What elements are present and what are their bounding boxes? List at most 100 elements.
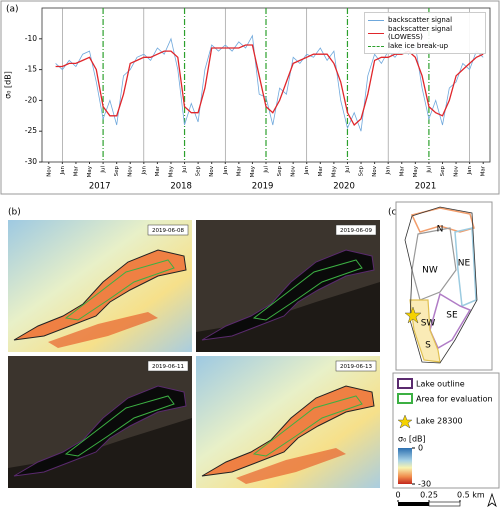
x-tick-label: Jan	[467, 165, 473, 175]
y-tick-label: -20	[25, 95, 37, 104]
panel-a-frame	[0, 0, 500, 195]
x-tick-label: Nov	[454, 165, 460, 176]
x-tick-label: Jan	[141, 165, 147, 175]
x-tick-label: Nov	[209, 165, 215, 176]
scalebar-segment	[428, 501, 461, 507]
terrain	[8, 418, 192, 488]
y-tick-label: -10	[25, 34, 37, 43]
x-tick-label: May	[168, 165, 174, 177]
legend-label: backscatter signal	[388, 16, 453, 24]
satellite-image: 2019-06-09	[196, 220, 380, 352]
legend-label: lake ice break-up	[388, 42, 449, 50]
x-tick-label: Jan	[386, 165, 392, 175]
lake-map: N NW NE SW SE S	[395, 201, 493, 371]
x-tick-label: May	[250, 165, 256, 177]
legend-label: backscatter signal (LOWESS)	[388, 25, 453, 41]
x-tick-label: Mar	[318, 165, 324, 176]
x-tick-label: Mar	[155, 165, 161, 176]
year-label: 2020	[333, 182, 355, 192]
image-date: 2019-06-08	[152, 228, 184, 234]
legend-entry: lake ice break-up	[368, 42, 482, 50]
scalebar-label: 0.5 km	[457, 491, 485, 500]
lake-outline	[404, 206, 478, 364]
y-tick-label: -15	[25, 65, 37, 74]
y-tick-label: -25	[25, 126, 37, 135]
year-label: 2019	[252, 182, 274, 192]
map-legend: Lake outline Area for evaluation Lake 28…	[392, 372, 500, 489]
x-tick-label: Mar	[73, 165, 79, 176]
terrain	[48, 312, 158, 348]
legend-swatch	[368, 45, 384, 47]
x-tick-label: Jan	[223, 165, 229, 175]
legend-star	[397, 414, 413, 429]
region-label: NW	[422, 266, 438, 276]
legend-entry: backscatter signal (LOWESS)	[368, 25, 482, 41]
region-label: S	[425, 341, 431, 351]
legend-swatch	[397, 378, 413, 389]
colorbar-tick-label: -30	[418, 480, 431, 489]
y-tick-label: -30	[25, 157, 37, 166]
date-box	[147, 224, 189, 236]
scalebar-label: 0.25	[420, 491, 438, 500]
x-tick-label: Sep	[196, 166, 202, 177]
x-tick-label: Jul	[345, 166, 351, 174]
x-tick-label: Nov	[128, 165, 134, 176]
x-tick-label: Jul	[101, 166, 107, 174]
x-tick-label: May	[87, 165, 93, 177]
image-date: 2019-06-11	[152, 364, 184, 370]
satellite-image: 2019-06-13	[196, 356, 380, 488]
region-label: SW	[421, 319, 436, 329]
north-arrow	[487, 492, 497, 508]
image-date: 2019-06-13	[340, 364, 372, 370]
x-tick-label: Mar	[236, 165, 242, 176]
series-line	[55, 44, 484, 127]
x-tick-label: Jul	[182, 166, 188, 174]
terrain	[196, 282, 380, 352]
scalebar	[398, 492, 497, 508]
x-tick-label: Jul	[426, 166, 432, 174]
year-label: 2018	[170, 182, 192, 192]
y-axis-label: σ₀ [dB]	[4, 71, 13, 99]
colorbar-title: σ₀ [dB]	[398, 435, 426, 444]
x-tick-label: May	[331, 165, 337, 177]
x-tick-label: Jul	[264, 166, 270, 174]
x-tick-label: May	[413, 165, 419, 177]
x-tick-label: Mar	[399, 165, 405, 176]
legend-swatch	[397, 393, 413, 404]
x-tick-label: Sep	[114, 166, 120, 177]
legend-label: Lake outline	[416, 380, 465, 389]
x-tick-label: Nov	[372, 165, 378, 176]
legend-swatch	[368, 19, 384, 21]
x-tick-label: Jan	[304, 165, 310, 175]
x-tick-label: Sep	[440, 166, 446, 177]
region-ne	[454, 227, 477, 308]
panel-label: (c)	[388, 208, 400, 218]
x-tick-label: Nov	[46, 165, 52, 176]
date-box	[147, 360, 189, 372]
legend-swatch	[368, 32, 384, 34]
colorbar-tick-label: 0	[418, 444, 423, 453]
region-label: N	[437, 225, 444, 235]
colorbar	[398, 448, 412, 484]
satellite-image: 2019-06-11	[8, 356, 192, 488]
terrain	[236, 448, 346, 484]
region-label: NE	[458, 259, 471, 269]
legend-label: Lake 28300	[416, 417, 463, 426]
x-tick-label: Sep	[359, 166, 365, 177]
legend-entry: backscatter signal	[368, 16, 482, 24]
x-tick-label: Mar	[481, 165, 487, 176]
x-tick-label: Jan	[60, 165, 66, 175]
date-box	[335, 224, 377, 236]
lake-star	[404, 306, 422, 324]
date-box	[335, 360, 377, 372]
image-date: 2019-06-09	[340, 228, 372, 234]
legend: backscatter signal backscatter signal (LO…	[364, 12, 486, 54]
year-label: 2021	[415, 182, 437, 192]
panel-label: (b)	[8, 208, 21, 218]
satellite-image: 2019-06-08	[8, 220, 192, 352]
scalebar-segment	[398, 502, 429, 506]
region-n	[410, 207, 475, 233]
year-label: 2017	[89, 182, 111, 192]
